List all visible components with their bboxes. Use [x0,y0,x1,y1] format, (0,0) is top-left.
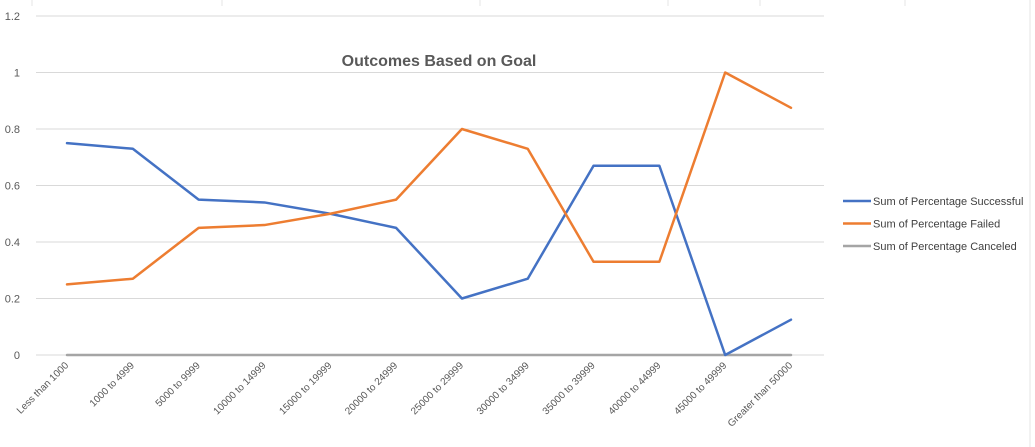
x-tick-label: 15000 to 19999 [277,360,334,417]
x-tick-label: 25000 to 29999 [409,360,466,417]
series-lines [65,71,793,357]
x-tick-label: 45000 to 49999 [672,360,729,417]
legend-label: Sum of Percentage Failed [873,219,1000,231]
x-axis-tick-labels: Less than 1000 1000 to 4999 5000 to 9999 10… [15,360,795,429]
y-axis-tick-labels: 0 0.2 0.4 0.6 0.8 1 1.2 [5,11,20,362]
y-tick-label: 0.4 [5,237,20,249]
x-tick-label: 35000 to 39999 [541,360,598,417]
x-tick-label: 20000 to 24999 [343,360,400,417]
y-tick-label: 1.2 [5,11,20,23]
gridlines [36,15,824,356]
x-tick-label: 1000 to 4999 [88,360,137,409]
legend: Sum of Percentage Successful Sum of Perce… [843,196,1023,253]
y-tick-label: 1 [14,68,20,80]
legend-label: Sum of Percentage Successful [873,196,1023,208]
y-tick-label: 0.6 [5,181,20,193]
series-line-0 [65,141,793,357]
x-tick-label: Less than 1000 [15,360,71,416]
x-tick-label: 40000 to 44999 [607,360,664,417]
spreadsheet-gridlines [31,0,1031,447]
x-tick-label: 5000 to 9999 [154,360,203,409]
x-tick-label: Greater than 50000 [726,360,795,429]
series-line-1 [65,71,793,286]
chart-title: Outcomes Based on Goal [342,53,537,70]
y-tick-label: 0.2 [5,294,20,306]
x-tick-label: 10000 to 14999 [212,360,269,417]
y-tick-label: 0.8 [5,124,20,136]
y-tick-label: 0 [14,350,20,362]
legend-label: Sum of Percentage Canceled [873,241,1017,253]
x-tick-label: 30000 to 34999 [475,360,532,417]
